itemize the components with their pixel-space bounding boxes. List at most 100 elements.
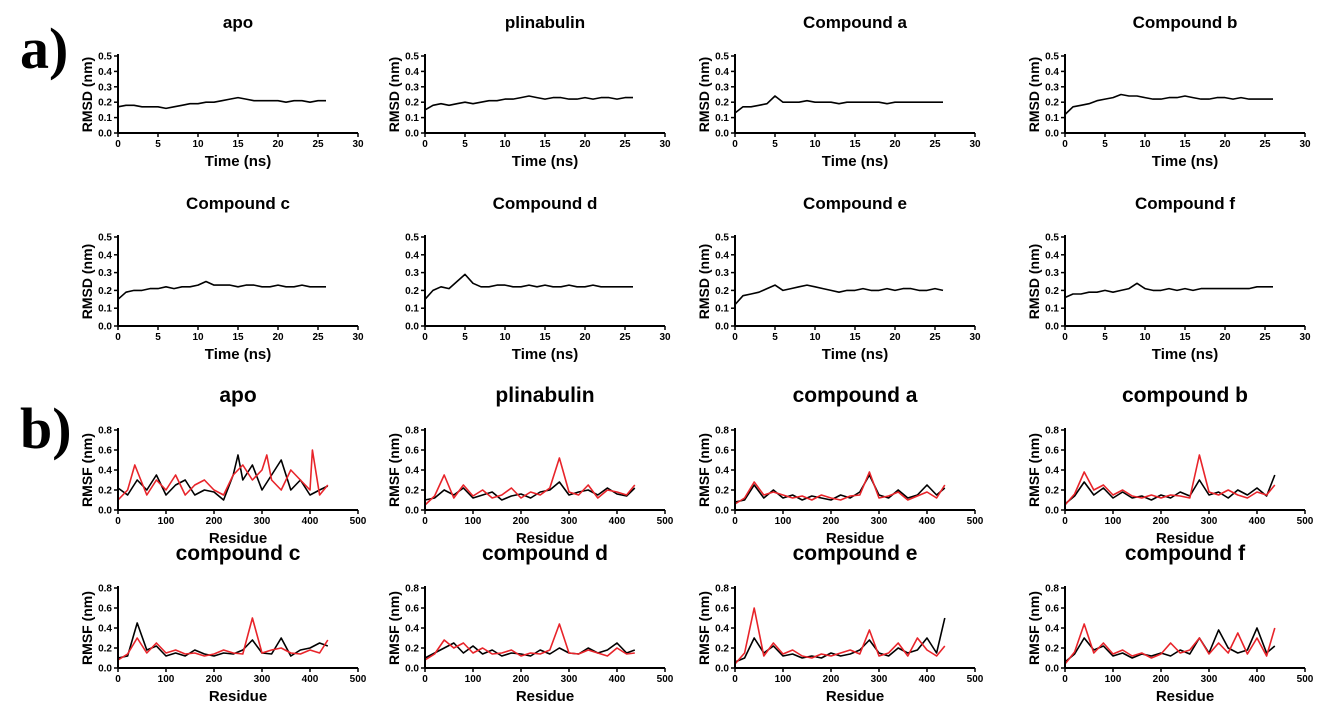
x-tick-label: 400 [919, 516, 936, 527]
x-tick-label: 500 [967, 516, 984, 527]
y-axis-label: RMSF (nm) [386, 591, 402, 665]
y-tick-label: 0.2 [1045, 486, 1059, 497]
y-tick-label: 0.1 [715, 304, 729, 315]
x-tick-label: 100 [1105, 674, 1122, 685]
y-tick-label: 0.0 [405, 506, 419, 517]
y-tick-label: 0.6 [98, 604, 112, 615]
x-tick-label: 0 [732, 516, 738, 527]
x-tick-label: 500 [657, 674, 674, 685]
y-tick-label: 0.0 [98, 664, 112, 675]
x-tick-label: 100 [775, 674, 792, 685]
y-tick-label: 0.3 [1045, 268, 1059, 279]
x-tick-label: 0 [1062, 332, 1068, 343]
x-tick-label: 200 [206, 674, 223, 685]
x-tick-label: 0 [115, 516, 121, 527]
x-tick-label: 5 [1102, 139, 1108, 150]
x-tick-label: 0 [732, 332, 738, 343]
x-axis-label: Residue [1156, 688, 1214, 703]
series-line-0 [734, 617, 946, 663]
y-tick-label: 0.1 [1045, 113, 1059, 124]
y-tick-label: 0.2 [1045, 286, 1059, 297]
x-tick-label: 100 [1105, 516, 1122, 527]
x-tick-label: 200 [206, 516, 223, 527]
y-tick-label: 0.6 [1045, 446, 1059, 457]
x-tick-label: 200 [823, 674, 840, 685]
series-line-0 [424, 642, 636, 659]
y-tick-label: 0.4 [715, 624, 729, 635]
series-line-1 [1064, 454, 1276, 506]
x-tick-label: 100 [465, 674, 482, 685]
y-axis-label: RMSD (nm) [1026, 57, 1042, 132]
x-tick-label: 15 [849, 139, 861, 150]
chart-b-compound-e: compound e 0 100 200 300 400 500 0.0 0.2 0.4 0.6 0.… [696, 542, 984, 703]
y-tick-label: 0.5 [715, 52, 729, 63]
x-tick-label: 500 [350, 674, 367, 685]
x-tick-label: 200 [513, 516, 530, 527]
x-tick-label: 20 [272, 332, 284, 343]
x-tick-label: 20 [272, 139, 284, 150]
y-tick-label: 0.2 [715, 486, 729, 497]
y-tick-label: 0.4 [1045, 466, 1059, 477]
y-tick-label: 0.6 [98, 446, 112, 457]
chart-title: compound b [1122, 384, 1248, 407]
y-tick-label: 0.8 [405, 426, 419, 437]
x-tick-label: 0 [422, 674, 428, 685]
x-tick-label: 25 [312, 139, 324, 150]
y-tick-label: 0.4 [405, 466, 419, 477]
y-axis-label: RMSD (nm) [1026, 244, 1042, 319]
chart-title: Compound c [186, 194, 290, 213]
y-tick-label: 0.0 [715, 322, 729, 333]
x-tick-label: 10 [1139, 139, 1151, 150]
x-axis-label: Residue [516, 530, 574, 547]
y-tick-label: 0.8 [715, 584, 729, 595]
x-tick-label: 25 [619, 332, 631, 343]
y-tick-label: 0.1 [1045, 304, 1059, 315]
y-tick-label: 0.8 [405, 584, 419, 595]
chart-title: compound d [482, 542, 608, 565]
y-tick-label: 0.0 [715, 129, 729, 140]
y-tick-label: 0.4 [98, 624, 112, 635]
x-axis-label: Time (ns) [512, 153, 578, 170]
y-tick-label: 0.0 [98, 322, 112, 333]
x-tick-label: 15 [1179, 139, 1191, 150]
x-tick-label: 25 [929, 332, 941, 343]
x-tick-label: 20 [889, 332, 901, 343]
y-tick-label: 0.0 [405, 129, 419, 140]
x-axis-label: Residue [1156, 530, 1214, 547]
y-tick-label: 0.2 [98, 486, 112, 497]
x-tick-label: 20 [1219, 139, 1231, 150]
series-line-0 [424, 481, 636, 501]
y-tick-label: 0.4 [405, 67, 419, 78]
series-line-1 [424, 457, 636, 506]
y-tick-label: 0.5 [405, 52, 419, 63]
chart-a-compound-a: Compound a 0 5 10 15 20 25 30 0.0 0.1 0.2 0.3 0.4 0.5… [696, 13, 981, 170]
chart-title: compound c [176, 542, 301, 565]
chart-b-compound-a: compound a 0 100 200 300 400 500 0.0 0.2 0.4 0.6 0.… [696, 384, 984, 547]
y-tick-label: 0.1 [98, 113, 112, 124]
series-line-0 [117, 280, 326, 300]
y-tick-label: 0.2 [405, 486, 419, 497]
y-tick-label: 0.4 [715, 250, 729, 261]
y-tick-label: 0.0 [1045, 322, 1059, 333]
x-tick-label: 10 [192, 332, 204, 343]
x-tick-label: 300 [871, 674, 888, 685]
y-axis-label: RMSF (nm) [696, 433, 712, 507]
series-line-0 [1064, 93, 1273, 116]
y-tick-label: 0.6 [405, 604, 419, 615]
chart-b-compound-f: compound f 0 100 200 300 400 500 0.0 0.2 0.4 0.6 0.… [1026, 542, 1314, 703]
y-tick-label: 0.4 [405, 624, 419, 635]
series-line-1 [1064, 623, 1276, 665]
x-tick-label: 30 [352, 139, 364, 150]
y-tick-label: 0.8 [1045, 426, 1059, 437]
x-tick-label: 300 [254, 674, 271, 685]
series-line-0 [1064, 474, 1276, 505]
y-tick-label: 0.8 [98, 426, 112, 437]
chart-a-apo: apo 0 5 10 15 20 25 30 0.0 0.1 0.2 0.3 0.4 0.5 Time (n… [79, 13, 364, 170]
x-tick-label: 0 [1062, 516, 1068, 527]
x-tick-label: 30 [659, 139, 671, 150]
y-tick-label: 0.4 [715, 67, 729, 78]
y-tick-label: 0.4 [98, 250, 112, 261]
y-tick-label: 0.2 [98, 98, 112, 109]
x-tick-label: 0 [1062, 674, 1068, 685]
